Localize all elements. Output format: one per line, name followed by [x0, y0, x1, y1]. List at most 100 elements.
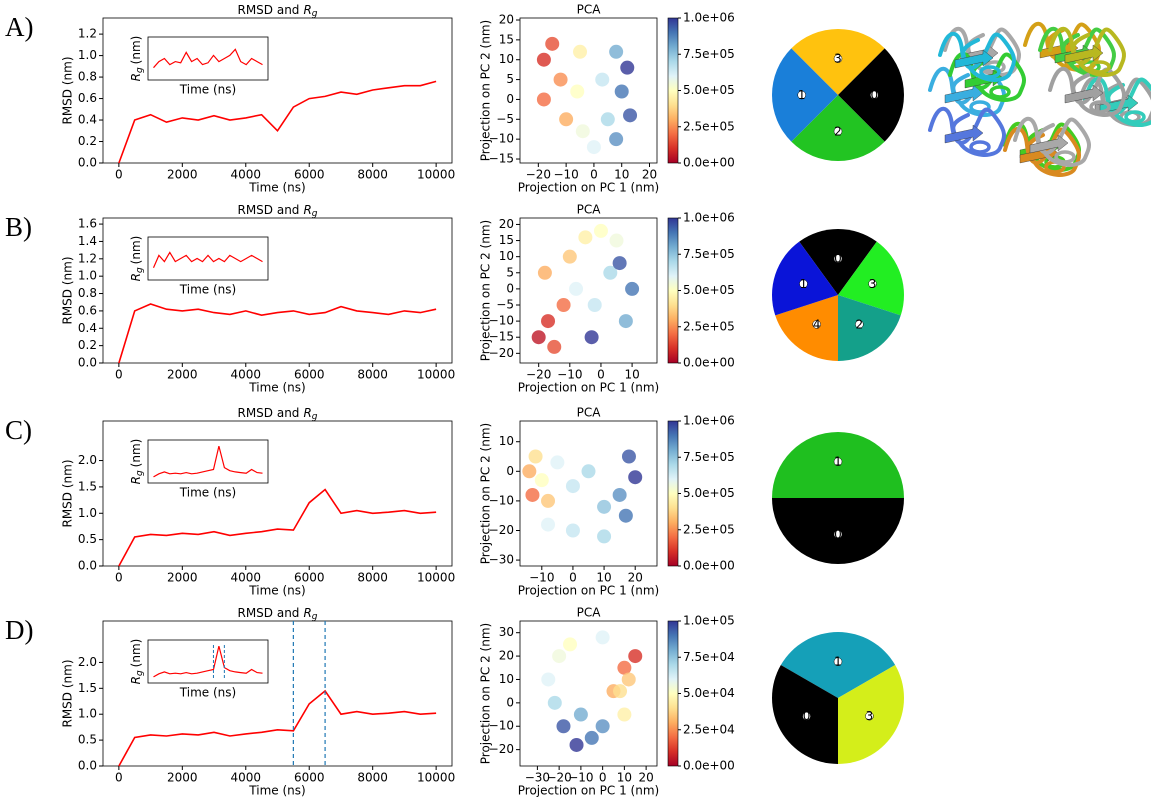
y-tick-label: −10	[489, 493, 514, 507]
x-axis-label: Projection on PC 1 (nm)	[518, 584, 659, 598]
cluster-marker	[812, 320, 821, 329]
chart-title: RMSD and Rg	[237, 406, 317, 422]
x-tick-label: 20	[638, 771, 653, 785]
y-axis-label: Projection on PC 2 (nm)	[479, 423, 493, 564]
cluster-label: 2	[856, 317, 864, 331]
x-tick-label: 4000	[230, 368, 261, 382]
data-line	[118, 689, 437, 767]
colorbar-tick-label: 1.0e+06	[683, 11, 735, 25]
scatter-point	[552, 649, 567, 664]
inset-line	[153, 48, 263, 69]
scatter-point	[628, 649, 643, 664]
inset-y-symbol: R	[129, 73, 143, 81]
scatter-point	[525, 487, 540, 502]
scatter-point	[541, 314, 556, 329]
y-tick-label: −15	[489, 330, 514, 344]
colorbar-tick-label: 7.5e+04	[683, 650, 735, 664]
cluster-marker	[855, 320, 864, 329]
structure-sheet	[1029, 134, 1069, 154]
data-line	[118, 80, 437, 164]
title-subscript: g	[312, 9, 318, 19]
structure-ribbon	[928, 106, 1006, 157]
title-text: RMSD and	[237, 203, 299, 217]
chart-title: PCA	[577, 203, 602, 217]
inset-y-label: Rg (nm)	[129, 639, 145, 685]
title-text: RMSD and	[237, 606, 299, 620]
scatter-point	[536, 92, 551, 107]
scatter-point	[545, 36, 560, 51]
cluster-label: 3	[869, 277, 877, 291]
scatter-point	[575, 124, 590, 139]
x-tick-label: 4000	[230, 168, 261, 182]
cluster-label: 1	[800, 277, 808, 291]
scatter-point	[565, 523, 580, 538]
scatter-point	[625, 281, 640, 296]
structure-ribbon	[1038, 26, 1116, 77]
cluster-marker	[833, 657, 843, 666]
y-tick-label: −20	[489, 346, 514, 360]
cluster-marker	[833, 457, 843, 466]
x-axis-label: Projection on PC 1 (nm)	[518, 784, 659, 798]
x-tick-label: −10	[529, 571, 554, 585]
title-text: RMSD and	[237, 406, 299, 420]
scatter-point	[597, 529, 612, 544]
x-tick-label: 8000	[357, 571, 388, 585]
y-tick-label: 1.5	[78, 479, 97, 493]
scatter-point	[621, 449, 636, 464]
scatter-point	[593, 223, 608, 238]
y-tick-label: 10	[499, 672, 514, 686]
inset-y-label: Rg (nm)	[129, 439, 145, 485]
scatter-point	[587, 298, 602, 312]
x-tick-label: 10000	[417, 571, 455, 585]
y-axis-label: RMSD (nm)	[61, 659, 75, 727]
y-tick-label: −20	[489, 523, 514, 537]
y-tick-label: 0.2	[78, 338, 97, 352]
y-tick-label: 15	[499, 32, 514, 46]
scatter-point	[612, 487, 627, 502]
y-tick-label: 10	[499, 249, 514, 263]
title-subscript: g	[312, 412, 318, 422]
structure-helix	[989, 85, 1011, 99]
colorbar-tick-label: 1.0e+05	[683, 614, 735, 628]
colorbar-tick-label: 7.5e+05	[683, 247, 735, 261]
y-tick-label: 0.5	[78, 733, 97, 747]
chart-title: RMSD and Rg	[237, 3, 317, 19]
cluster-region	[838, 241, 905, 316]
y-tick-label: 0.2	[78, 134, 97, 148]
inset-x-label: Time (ns)	[179, 83, 236, 97]
x-tick-label: 6000	[294, 571, 325, 585]
chart-title: PCA	[577, 606, 602, 620]
plot-frame	[102, 17, 453, 164]
colorbar-tick-label: 0.0e+00	[683, 156, 735, 170]
x-tick-label: 2000	[167, 771, 198, 785]
x-axis-label: Time (ns)	[248, 584, 305, 598]
y-tick-label: 0.8	[78, 286, 97, 300]
cluster-marker	[868, 279, 877, 289]
structure-helix	[969, 140, 991, 154]
x-axis-label: Time (ns)	[248, 181, 305, 195]
scatter-point	[613, 684, 628, 699]
data-line	[118, 488, 437, 567]
x-tick-label: 8000	[357, 368, 388, 382]
cluster-marker	[865, 711, 874, 721]
x-tick-label: −20	[526, 168, 551, 182]
y-tick-label: 1.2	[78, 27, 97, 41]
x-tick-label: 0	[599, 771, 607, 785]
y-tick-label: −5	[496, 112, 514, 126]
inset-y-label: Rg (nm)	[129, 236, 145, 282]
colorbar	[667, 620, 679, 767]
x-tick-label: 0	[569, 571, 577, 585]
structure-helix	[1089, 60, 1111, 74]
y-tick-label: 0.6	[78, 303, 97, 317]
colorbar-tick-label: 5.0e+05	[683, 283, 735, 297]
scatter-point	[541, 493, 556, 508]
inset-y-label: Rg (nm)	[129, 36, 145, 82]
cluster-label: 0	[803, 709, 811, 723]
title-subscript: g	[312, 209, 318, 219]
scatter-point	[600, 112, 615, 127]
x-tick-label: 4000	[230, 771, 261, 785]
cluster-label: 3	[866, 709, 874, 723]
x-tick-label: 0	[597, 368, 605, 382]
inset-x-label: Time (ns)	[179, 283, 236, 297]
x-tick-label: −10	[557, 368, 582, 382]
